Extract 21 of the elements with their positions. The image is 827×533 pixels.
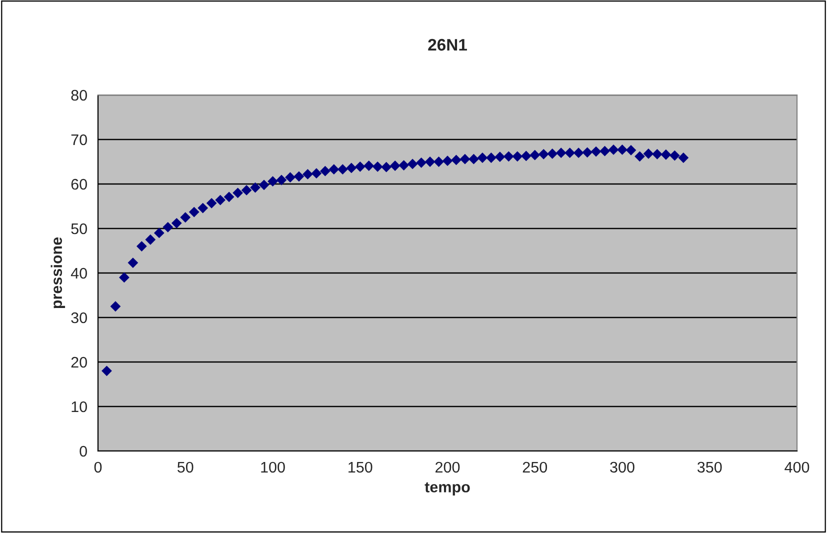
y-tick-label: 20	[71, 356, 87, 368]
x-tick-label: 150	[348, 462, 372, 473]
y-tick-label: 50	[71, 223, 87, 234]
x-tick-label: 50	[177, 462, 194, 473]
y-tick-label: 40	[70, 268, 87, 279]
x-tick-label: 300	[610, 462, 634, 473]
x-tick-label: 350	[697, 462, 722, 473]
x-tick-label: 250	[522, 462, 548, 473]
x-tick-label: 400	[784, 462, 810, 473]
y-tick-label: 0	[80, 446, 87, 457]
y-tick-label: 10	[72, 401, 87, 412]
chart-title: 26N1	[428, 38, 467, 51]
y-tick-label: 80	[71, 90, 87, 101]
y-axis-title: pressione	[50, 237, 66, 308]
x-tick-label: 0	[94, 462, 102, 473]
x-axis-title: tempo	[424, 482, 470, 496]
y-tick-label: 30	[71, 312, 87, 324]
x-tick-label: 100	[261, 462, 285, 473]
y-tick-label: 60	[71, 178, 87, 190]
x-tick-label: 200	[436, 462, 460, 473]
y-tick-label: 70	[71, 134, 87, 146]
